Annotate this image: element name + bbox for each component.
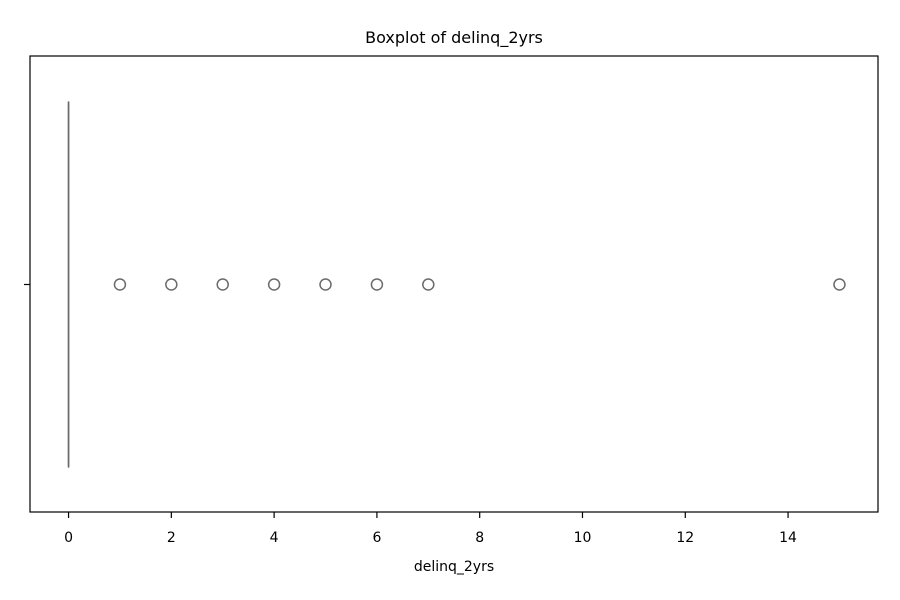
x-axis: 0 2 4 6 8 10 12 14 xyxy=(64,512,797,546)
x-tick-label: 6 xyxy=(372,530,381,546)
outlier-point xyxy=(422,278,435,291)
axes-frame xyxy=(29,55,879,513)
outlier-point xyxy=(216,278,229,291)
x-tick-label: 10 xyxy=(574,530,592,546)
outlier-point xyxy=(113,278,127,291)
outlier-point xyxy=(267,278,281,291)
x-tick-label: 2 xyxy=(167,530,176,546)
x-tick-label: 0 xyxy=(64,530,73,546)
x-tick-label: 12 xyxy=(676,530,694,546)
outlier-point xyxy=(370,278,384,291)
outlier-point xyxy=(165,278,178,291)
x-axis-label: delinq_2yrs xyxy=(414,559,494,575)
plot-area xyxy=(67,101,846,468)
chart-title: Boxplot of delinq_2yrs xyxy=(365,28,543,48)
outlier-point xyxy=(319,278,332,291)
outlier-point xyxy=(833,278,846,291)
x-tick-label: 8 xyxy=(475,530,484,546)
x-tick-label: 4 xyxy=(270,530,279,546)
x-tick-label: 14 xyxy=(779,530,797,546)
